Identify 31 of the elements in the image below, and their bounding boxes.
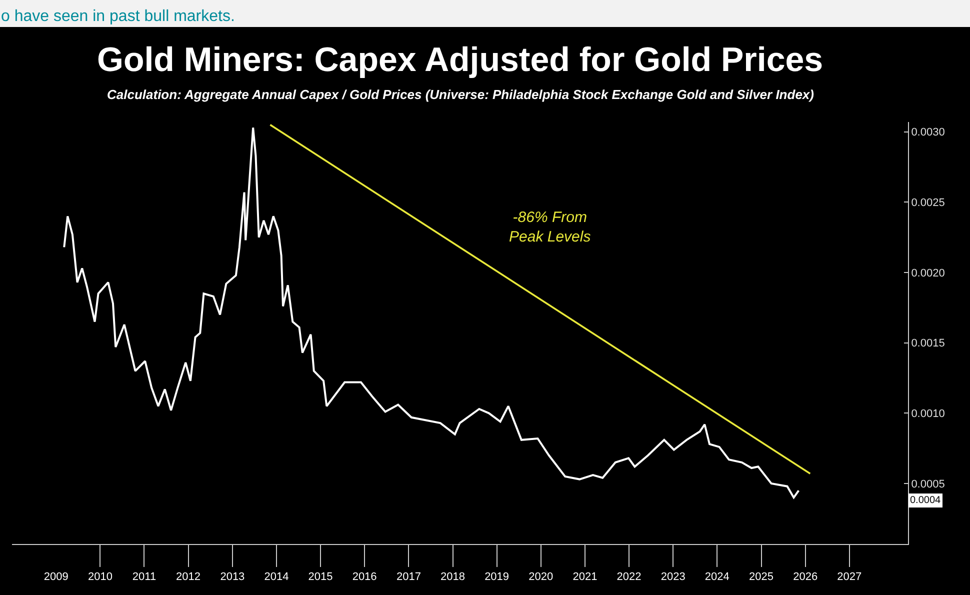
x-tick-label: 2017 xyxy=(396,571,421,584)
x-tick-label: 2019 xyxy=(484,571,510,584)
x-tick-label: 2011 xyxy=(132,571,156,584)
x-tick-label: 2018 xyxy=(440,571,465,584)
x-tick-label: 2014 xyxy=(264,571,289,584)
x-tick-label: 2009 xyxy=(44,571,68,584)
x-tick-label: 2010 xyxy=(88,571,112,584)
line-series xyxy=(63,126,800,499)
text: o have seen in past bull markets. xyxy=(1,8,235,25)
y-tick-label: 0.0030 xyxy=(911,126,945,139)
x-tick-label: 2021 xyxy=(572,571,598,584)
chart-title: Gold Miners: Capex Adjusted for Gold Prices xyxy=(97,41,824,79)
y-tick-label: 0.0005 xyxy=(911,478,945,490)
x-tick-label: 2024 xyxy=(704,571,730,584)
text: 0.0004 xyxy=(910,495,942,506)
x-tick-label: 2025 xyxy=(749,571,774,584)
x-tick-label: 2013 xyxy=(220,571,245,584)
chart-subtitle: Calculation: Aggregate Annual Capex / Gold Prices (Universe: Philadelphia Stock Exchange Gold and Silver Index) xyxy=(107,87,814,102)
y-tick-label: 0.0010 xyxy=(911,408,945,420)
y-tick-label: 0.0025 xyxy=(911,197,945,210)
x-tick-label: 2016 xyxy=(352,571,377,584)
x-tick-label: 2022 xyxy=(616,571,642,584)
y-tick-label: 0.0015 xyxy=(911,338,945,350)
x-tick-label: 2026 xyxy=(793,571,818,584)
x-tick-label: 2020 xyxy=(528,571,554,584)
x-tick-label: 2027 xyxy=(837,571,862,584)
annotation: -86% From Peak Levels xyxy=(509,209,592,246)
y-tick-label: 0.0020 xyxy=(911,267,945,280)
x-tick-label: 2023 xyxy=(660,571,686,584)
x-tick-label: 2015 xyxy=(308,571,333,584)
x-tick-label: 2012 xyxy=(176,571,201,584)
